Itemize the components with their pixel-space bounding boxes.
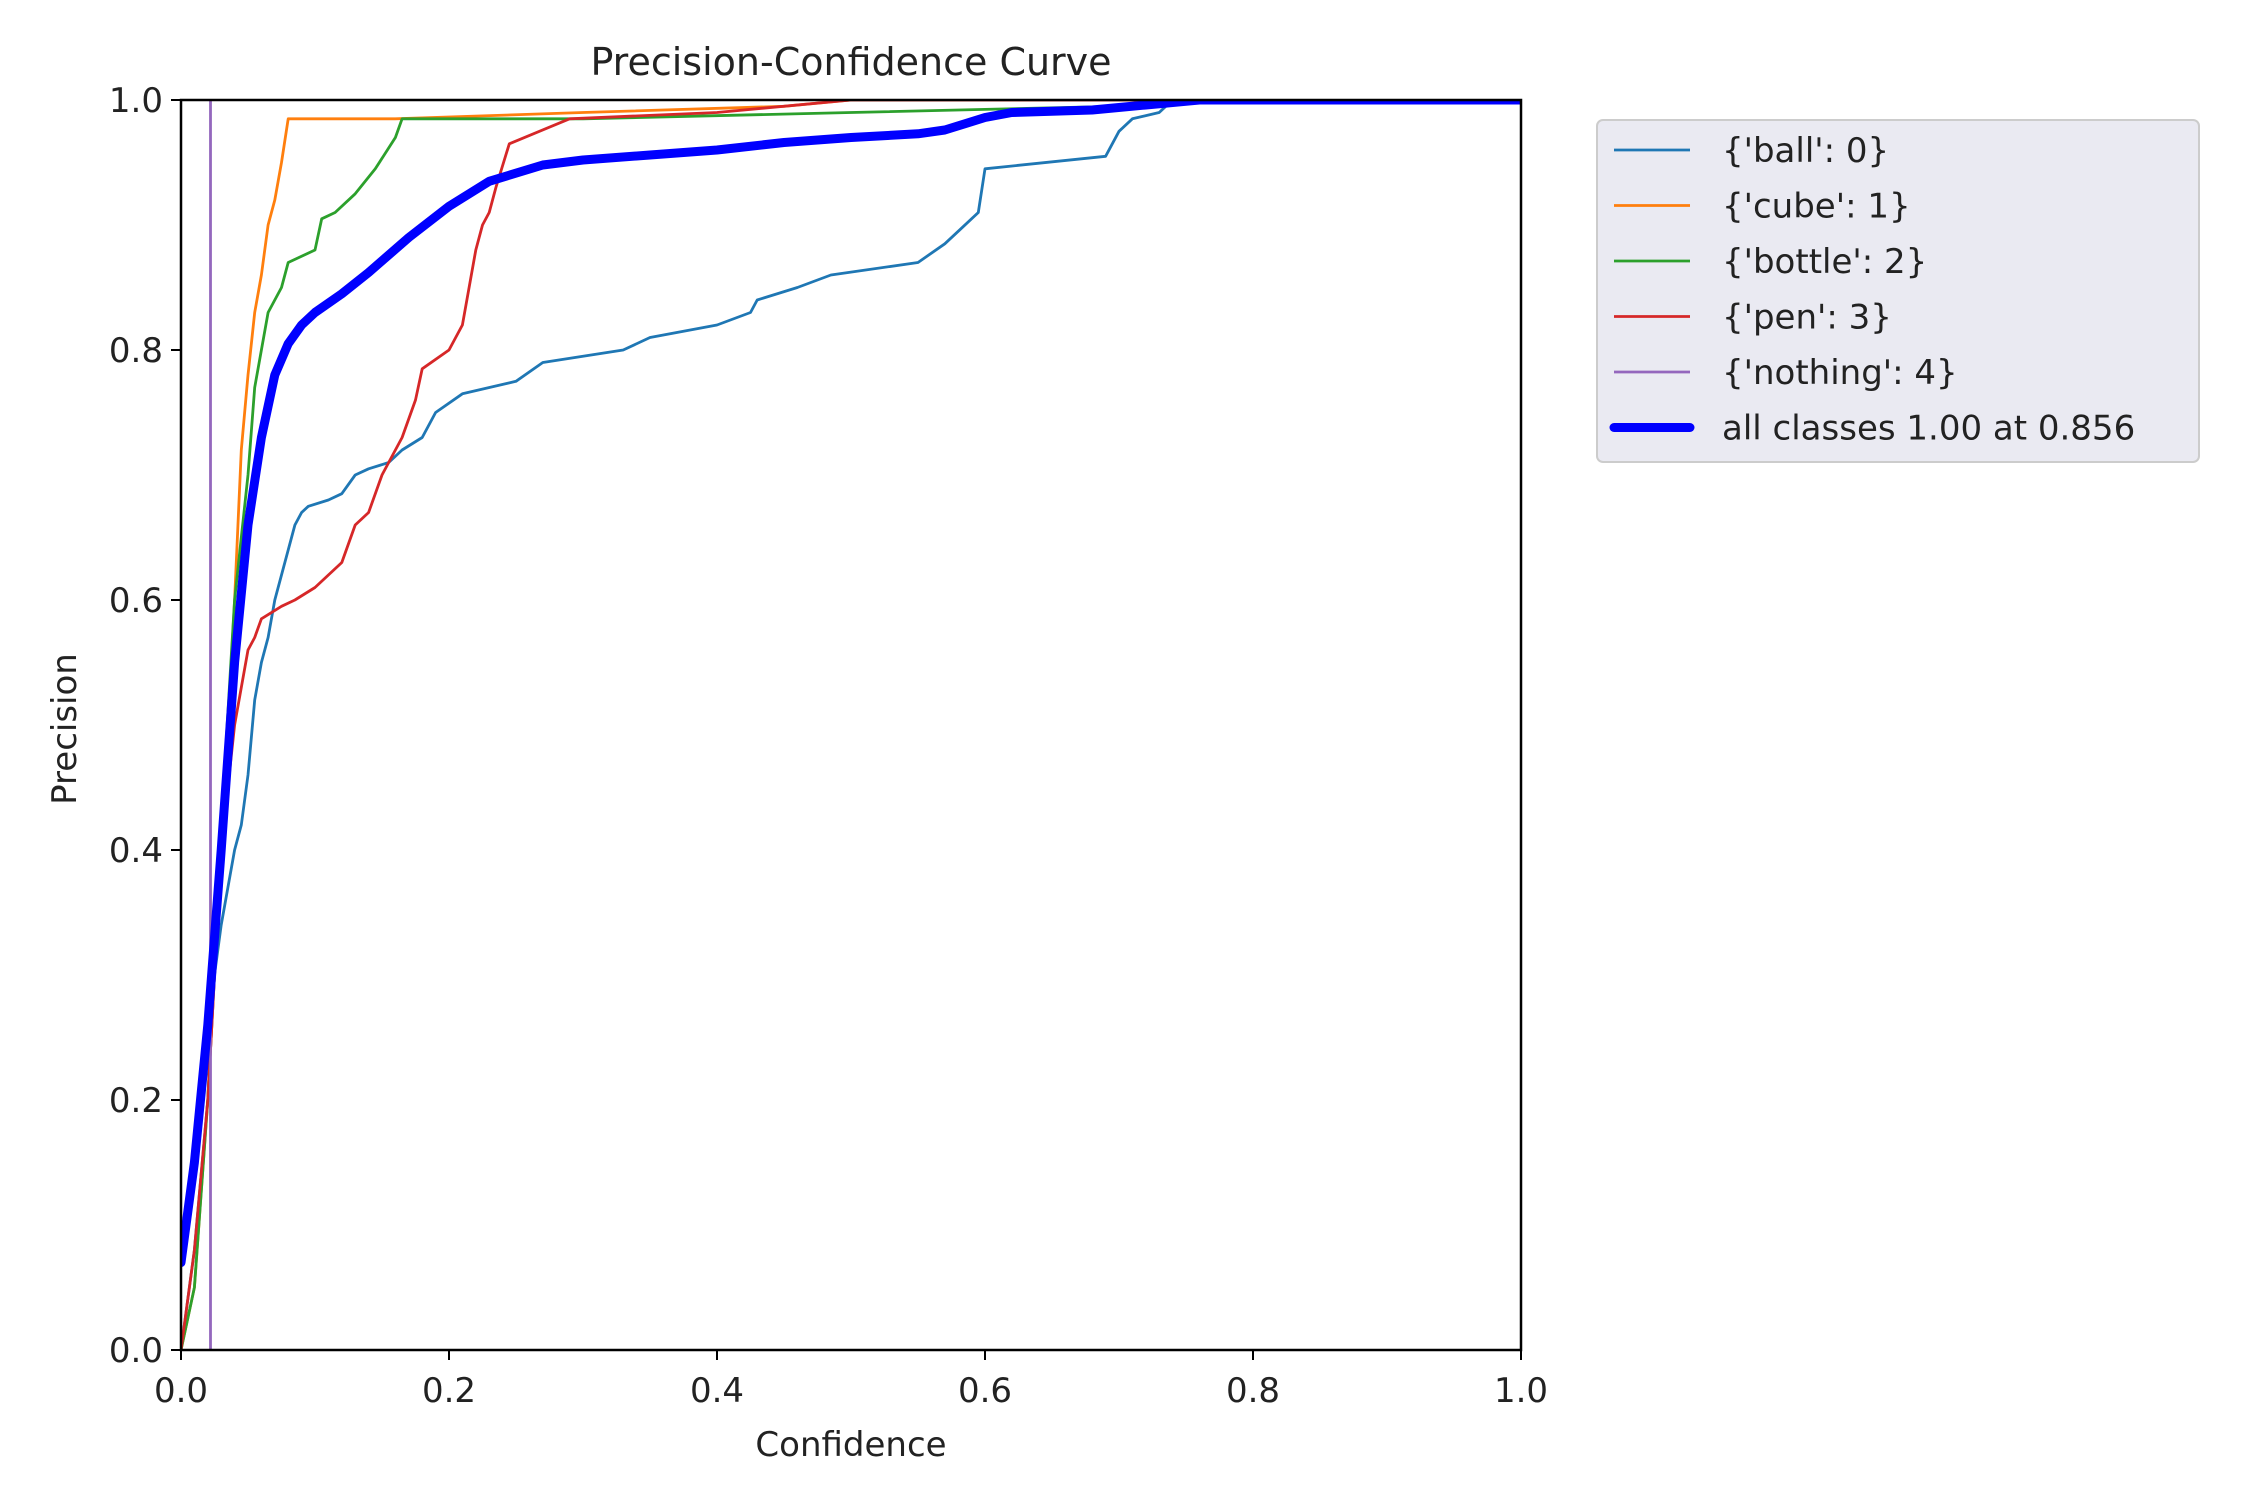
legend: {'ball': 0} {'cube': 1} {'bottle': 2} {'pen… [1596,119,2200,463]
legend-label: {'bottle': 2} [1722,242,1927,282]
x-tick-label: 0.8 [1226,1371,1280,1411]
legend-label: all classes 1.00 at 0.856 [1722,409,2135,449]
y-tick-label: 0.2 [109,1081,163,1121]
plot-frame [179,98,1523,1352]
series-line-pen-3 [181,100,1521,1350]
series-lines [181,100,1521,1350]
legend-label: {'cube': 1} [1722,187,1911,227]
y-tick-label: 0.0 [109,1331,163,1371]
legend-label: {'pen': 3} [1722,298,1892,338]
y-tick-label: 1.0 [109,81,163,121]
x-tick-label: 0.6 [958,1371,1012,1411]
series-line-ball-0 [181,100,1521,1350]
chart-title: Precision-Confidence Curve [590,40,1111,84]
x-axis-label: Confidence [755,1425,946,1465]
y-axis-label: Precision [45,653,85,805]
x-tick-label: 0.0 [154,1371,208,1411]
legend-box [1596,119,2200,463]
y-tick-label: 0.6 [109,581,163,621]
series-line-all-classes-1-00-at-0-856 [181,100,1521,1267]
x-tick-label: 0.2 [422,1371,476,1411]
series-line-cube-1 [181,100,1521,1350]
x-tick-label: 0.4 [690,1371,744,1411]
legend-label: {'ball': 0} [1722,131,1889,171]
x-tick-label: 1.0 [1494,1371,1548,1411]
y-tick-label: 0.4 [109,831,163,871]
series-line-bottle-2 [181,100,1521,1350]
legend-label: {'nothing': 4} [1722,353,1958,393]
axis-ticks: 0.0 0.2 0.4 0.6 0.8 1.0 0.0 0.2 0.4 0.6 0.8 1.0 [109,81,1548,1411]
y-tick-label: 0.8 [109,331,163,371]
